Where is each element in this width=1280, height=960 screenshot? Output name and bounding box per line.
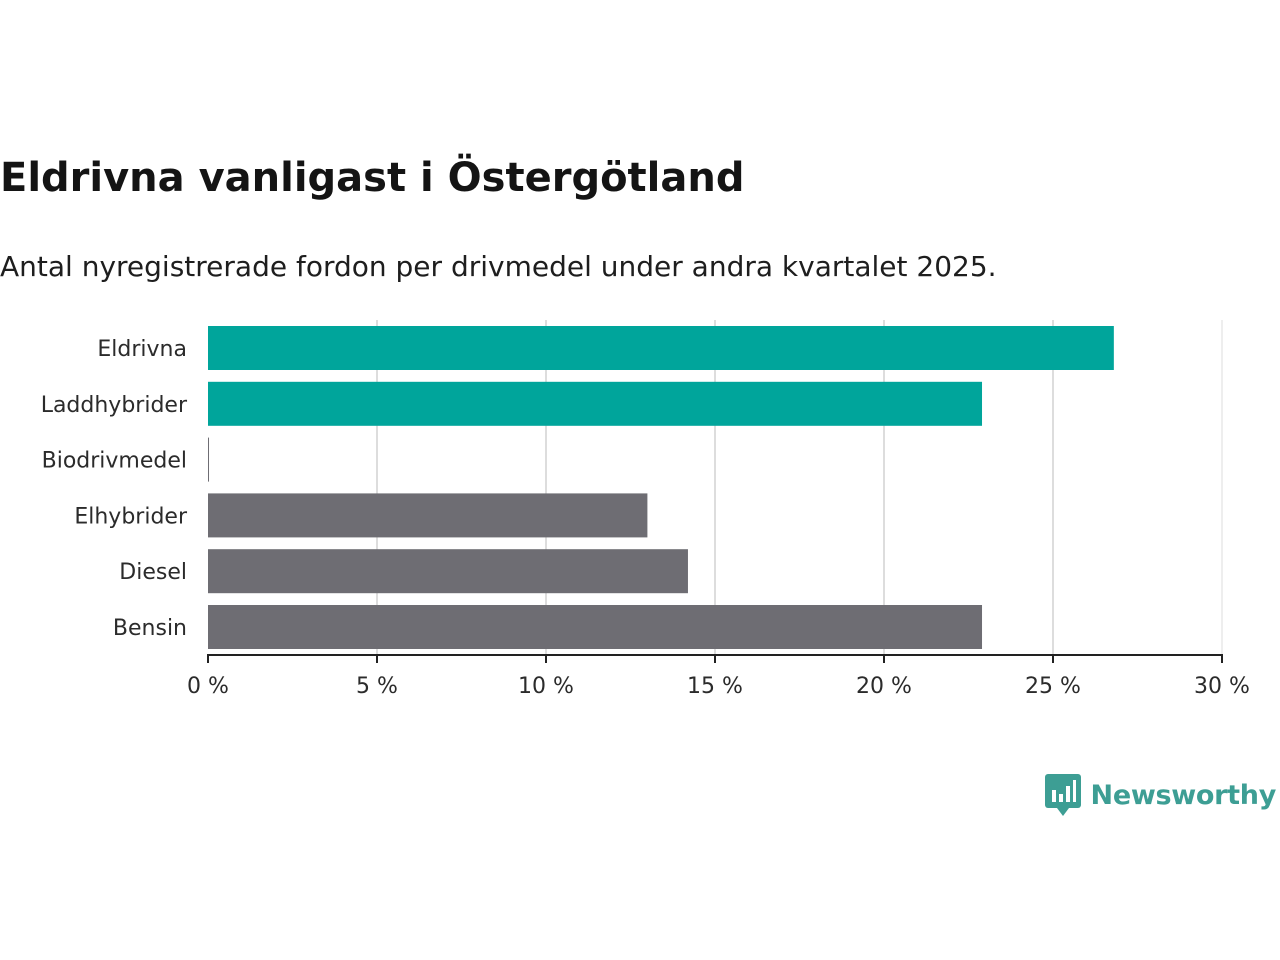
- bar-biodrivmedel: [208, 437, 210, 482]
- newsworthy-logo: Newsworthy: [1044, 774, 1277, 816]
- category-label: Diesel: [119, 560, 187, 585]
- category-label: Elhybrider: [74, 504, 188, 529]
- bar-eldrivna: [208, 326, 1114, 370]
- gridlines: [376, 320, 1223, 655]
- x-tick-label: 0 %: [187, 674, 229, 699]
- chart-subtitle: Antal nyregistrerade fordon per drivmede…: [0, 250, 997, 283]
- category-label: Biodrivmedel: [42, 449, 187, 474]
- x-tick-label: 20 %: [856, 674, 912, 699]
- x-tick-label: 25 %: [1025, 674, 1081, 699]
- category-labels: Eldrivna Laddhybrider Biodrivmedel Elhybrid…: [41, 337, 188, 641]
- bar-elhybrider: [208, 493, 648, 538]
- x-tick-label: 15 %: [687, 674, 743, 699]
- bar-bensin: [208, 605, 983, 649]
- category-label: Bensin: [113, 616, 187, 641]
- bars: [208, 326, 1114, 649]
- x-tick-label: 5 %: [356, 674, 398, 699]
- newsworthy-logo-text: Newsworthy: [1090, 779, 1277, 811]
- x-tick-label: 30 %: [1194, 674, 1250, 699]
- x-axis: 0 % 5 % 10 % 15 % 20 % 25 % 30 %: [187, 654, 1250, 699]
- category-label: Laddhybrider: [41, 393, 188, 418]
- bar-chart: Eldrivna Laddhybrider Biodrivmedel Elhybrid…: [41, 320, 1250, 699]
- bar-diesel: [208, 549, 688, 594]
- category-label: Eldrivna: [97, 337, 187, 362]
- newsworthy-logo-icon: [1044, 774, 1081, 816]
- bar-laddhybrider: [208, 381, 983, 426]
- x-tick-label: 10 %: [518, 674, 574, 699]
- chart-title: Eldrivna vanligast i Östergötland: [0, 155, 745, 201]
